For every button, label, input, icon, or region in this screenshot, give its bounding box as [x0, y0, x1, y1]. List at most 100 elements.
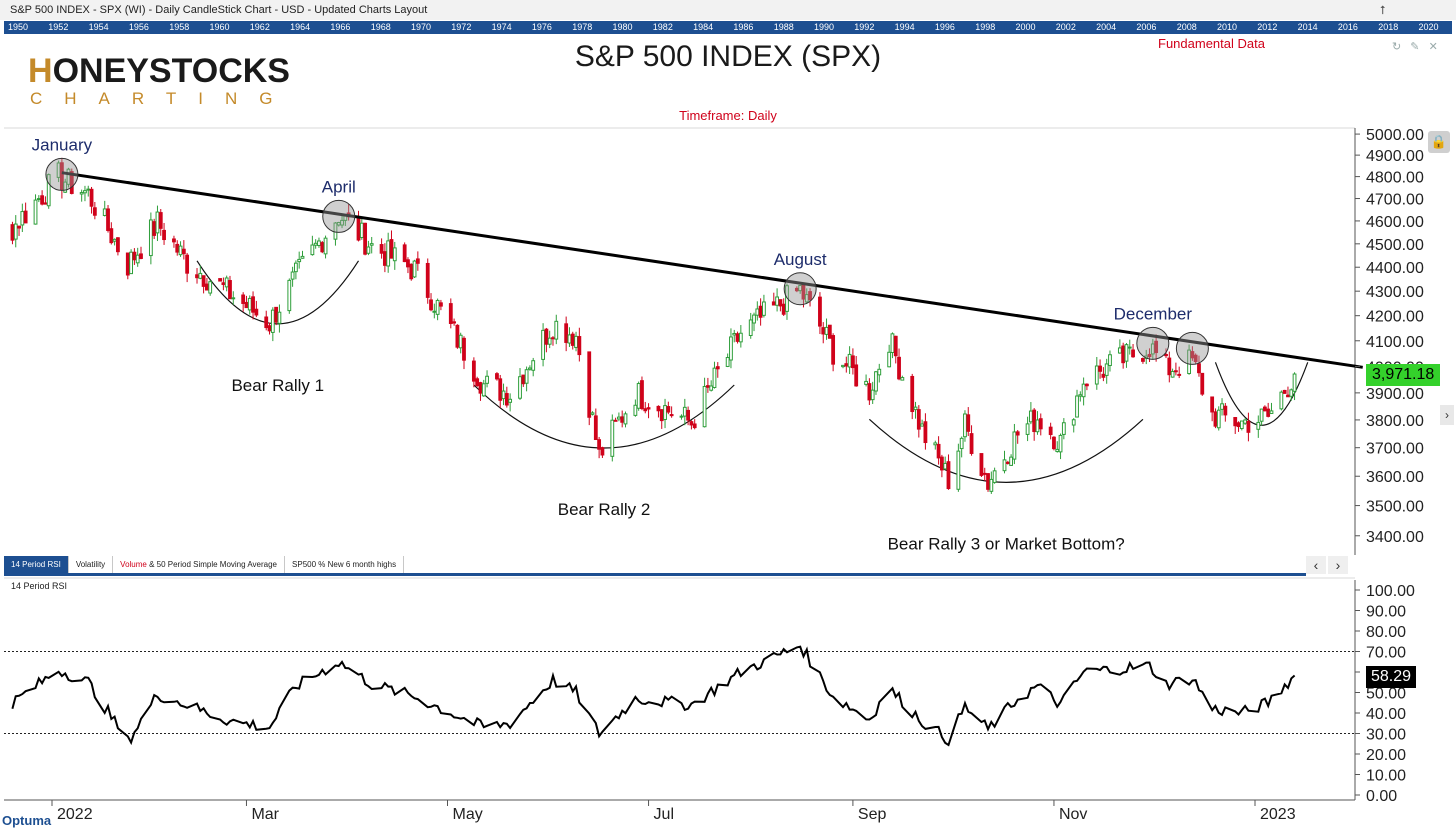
indicator-tab[interactable]: 14 Period RSI	[4, 556, 69, 573]
year-label[interactable]: 2012	[1257, 22, 1278, 32]
candle-body	[923, 421, 928, 444]
candle-body	[1032, 409, 1037, 433]
tab-label: & 50 Period Simple Moving Average	[146, 560, 278, 569]
candle-body	[412, 260, 417, 278]
year-label[interactable]: 2018	[1378, 22, 1399, 32]
year-label[interactable]: 1972	[451, 22, 472, 32]
candle-body	[1154, 340, 1159, 354]
candle-body	[1108, 354, 1112, 367]
fundamental-data-link[interactable]: Fundamental Data	[1158, 36, 1265, 51]
year-label[interactable]: 1962	[249, 22, 270, 32]
year-label[interactable]: 2016	[1337, 22, 1358, 32]
year-label[interactable]: 2008	[1176, 22, 1197, 32]
candle-body	[1220, 403, 1224, 410]
year-label[interactable]: 2006	[1136, 22, 1157, 32]
candle-body	[363, 222, 368, 255]
year-label[interactable]: 2020	[1418, 22, 1439, 32]
pin-icon[interactable]: ⭡	[1380, 3, 1386, 17]
candle-body	[244, 301, 249, 309]
indicator-tab[interactable]: Volume & 50 Period Simple Moving Average	[113, 556, 286, 573]
year-label[interactable]: 1958	[169, 22, 190, 32]
candle-body	[1187, 349, 1191, 375]
candle-body	[270, 309, 275, 333]
chevron-right-icon[interactable]: ›	[1328, 556, 1348, 574]
candle-body	[1127, 346, 1132, 349]
year-label[interactable]: 1952	[48, 22, 69, 32]
candle-body	[501, 390, 506, 400]
year-label[interactable]: 1954	[88, 22, 109, 32]
lock-icon[interactable]: 🔒	[1428, 131, 1450, 153]
candle-body	[132, 251, 137, 261]
year-label[interactable]: 2014	[1297, 22, 1318, 32]
logo-word: ONEYSTOCKS	[52, 52, 290, 90]
candle-body	[752, 314, 756, 324]
pencil-icon[interactable]: ✎	[1410, 41, 1420, 53]
year-label[interactable]: 1990	[814, 22, 835, 32]
indicator-tab[interactable]: Volatility	[68, 556, 114, 573]
year-label[interactable]: 1996	[934, 22, 955, 32]
year-label[interactable]: 2010	[1217, 22, 1238, 32]
candle-body	[979, 453, 984, 476]
candle-body	[1028, 410, 1033, 423]
price-axis-label: 4600.00	[1366, 214, 1424, 231]
candle-body	[864, 380, 868, 385]
indicator-tab[interactable]: SP500 % New 6 month highs	[285, 556, 405, 573]
candle-body	[359, 222, 364, 238]
candle-body	[155, 211, 160, 234]
year-label[interactable]: 1994	[894, 22, 915, 32]
candle-body	[755, 308, 760, 316]
candle-body	[659, 409, 664, 422]
candle-body	[692, 423, 697, 429]
price-axis-label: 4300.00	[1366, 284, 1424, 301]
candle-body	[610, 419, 615, 457]
candle-body	[524, 369, 529, 384]
candle-body	[231, 297, 236, 300]
year-label[interactable]: 1966	[330, 22, 351, 32]
year-label[interactable]: 1974	[491, 22, 512, 32]
year-label[interactable]: 2002	[1055, 22, 1076, 32]
candle-body	[208, 281, 213, 294]
candle-body	[297, 258, 302, 263]
candle-body	[241, 294, 246, 304]
year-label[interactable]: 1986	[733, 22, 754, 32]
year-label[interactable]: 2000	[1015, 22, 1036, 32]
year-label[interactable]: 1950	[8, 22, 29, 32]
year-label[interactable]: 2004	[1096, 22, 1117, 32]
year-label[interactable]: 1992	[854, 22, 875, 32]
year-label[interactable]: 1984	[693, 22, 714, 32]
year-label[interactable]: 1964	[290, 22, 311, 32]
year-label[interactable]: 1956	[128, 22, 149, 32]
year-label[interactable]: 1982	[652, 22, 673, 32]
candle-body	[1035, 419, 1040, 433]
candle-body	[666, 406, 671, 413]
chart-title: S&P 500 INDEX (SPX)	[574, 40, 882, 73]
close-icon[interactable]: ✕	[1428, 41, 1438, 53]
candle-body	[1170, 370, 1175, 378]
month-label: April	[322, 177, 356, 196]
indicator-tabs: 14 Period RSI Volatility Volume & 50 Perio…	[4, 556, 1306, 576]
candle-body	[844, 363, 849, 367]
candle-body	[682, 406, 687, 417]
bear-rally-label: Bear Rally 1	[231, 376, 324, 395]
chevron-right-icon[interactable]: ›	[1440, 405, 1454, 425]
year-label[interactable]: 1988	[773, 22, 794, 32]
year-label[interactable]: 1968	[370, 22, 391, 32]
candle-body	[636, 383, 641, 409]
month-label: January	[32, 135, 93, 154]
candle-body	[877, 368, 882, 376]
year-label[interactable]: 1980	[612, 22, 633, 32]
candle-body	[478, 382, 483, 394]
candle-body	[1098, 365, 1102, 372]
year-range-strip[interactable]: 1950 1952 1954 1956 1958 1960 1962 1964 1966 1968…	[4, 21, 1452, 34]
chevron-left-icon[interactable]: ‹	[1306, 556, 1326, 574]
candle-body	[1200, 372, 1205, 395]
year-label[interactable]: 1976	[531, 22, 552, 32]
candle-body	[79, 192, 84, 195]
year-label[interactable]: 1978	[572, 22, 593, 32]
refresh-icon[interactable]: ↻	[1392, 41, 1402, 53]
year-label[interactable]: 1998	[975, 22, 996, 32]
year-label[interactable]: 1960	[209, 22, 230, 32]
candle-body	[23, 210, 28, 224]
year-label[interactable]: 1970	[411, 22, 432, 32]
